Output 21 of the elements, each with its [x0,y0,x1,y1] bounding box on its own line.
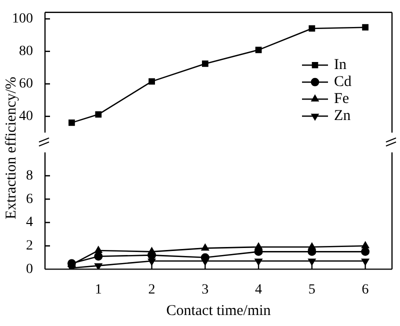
y-tick-label: 0 [26,262,33,277]
y-tick-label: 6 [26,192,33,207]
x-tick-label: 6 [362,282,369,298]
y-tick-label: 60 [19,76,33,92]
y-tick-label: 4 [26,215,33,230]
y-tick-label: 8 [26,168,33,184]
x-tick-label: 1 [94,282,102,298]
legend-label: In [334,57,347,74]
y-tick-label: 100 [12,12,33,27]
y-tick-label: 2 [26,238,33,254]
legend-label: Cd [334,74,352,90]
x-tick-label: 5 [308,282,316,298]
x-axis-title: Contact time/min [166,302,272,319]
x-tick-label: 2 [148,282,156,298]
legend-label: Zn [334,108,352,124]
x-tick-label: 4 [255,282,262,298]
legend-label: Fe [334,91,350,108]
y-axis-title: Extraction efficiency/% [4,76,20,220]
y-tick-label: 80 [19,44,33,60]
y-tick-label: 40 [19,109,33,124]
x-tick-label: 3 [202,282,209,298]
